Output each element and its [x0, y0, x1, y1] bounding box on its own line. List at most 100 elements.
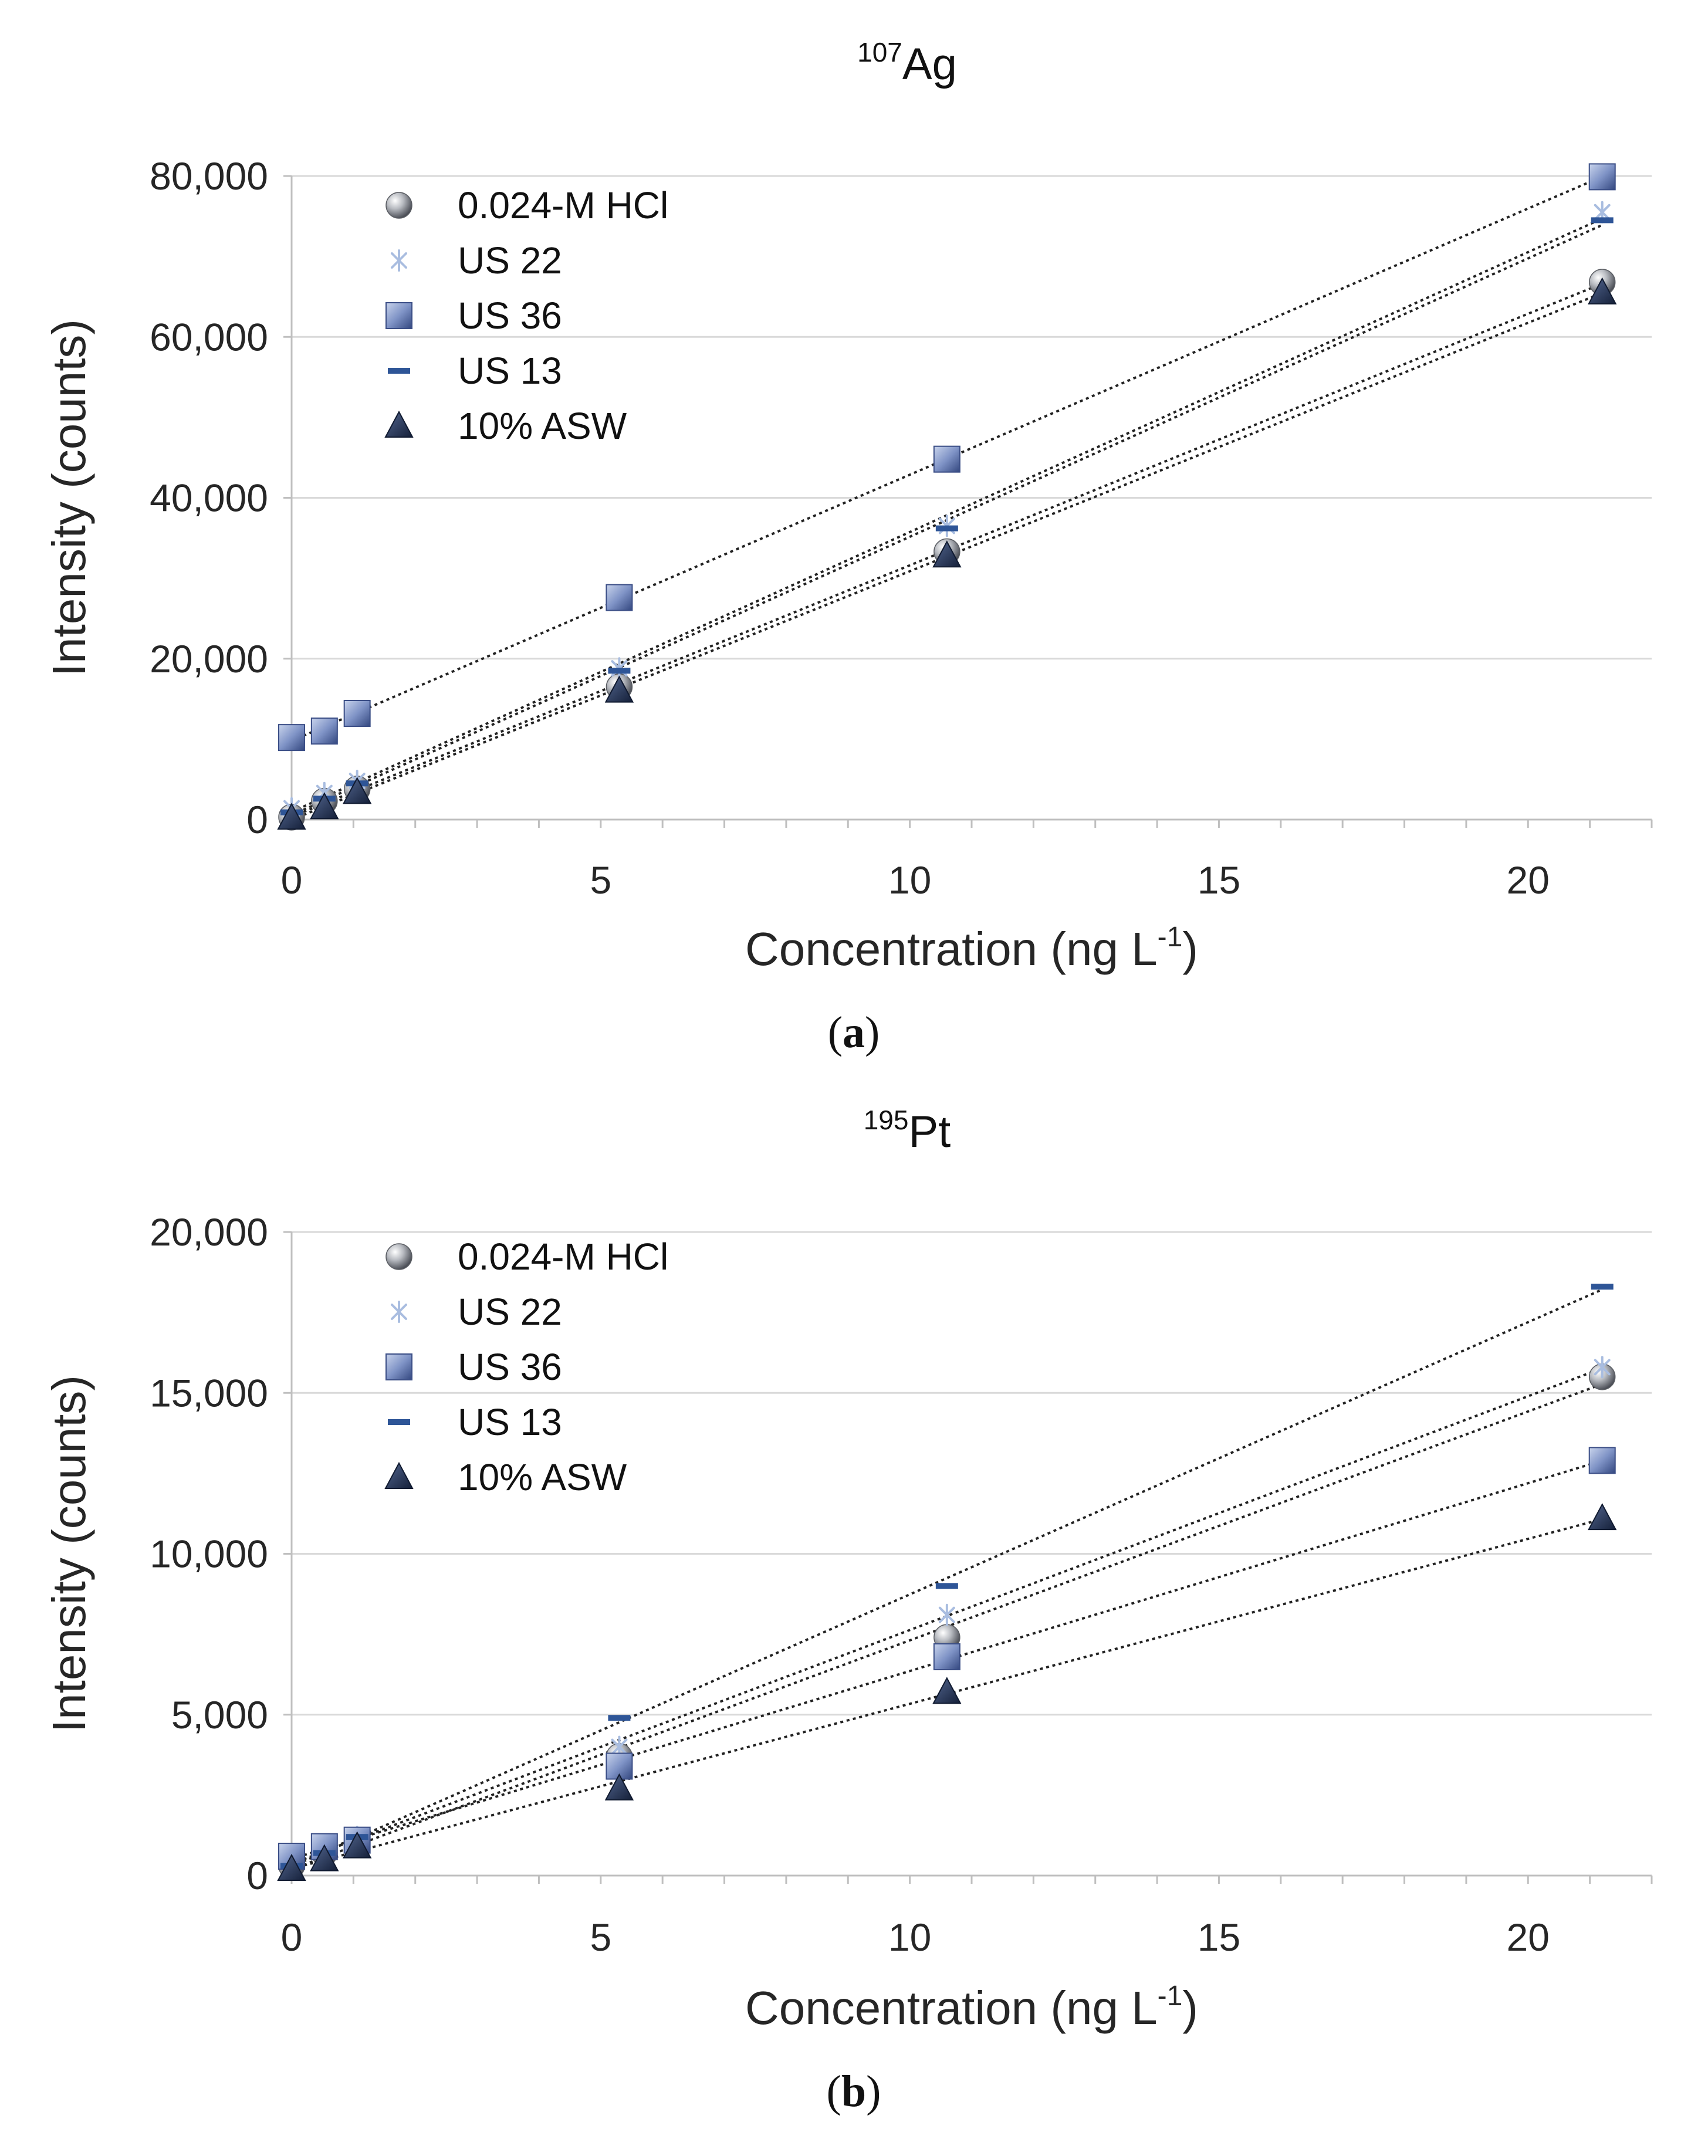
- legend-label: US 13: [458, 350, 562, 392]
- title-superscript: 195: [864, 1105, 909, 1135]
- data-point: [1588, 277, 1617, 304]
- caption-open: (: [827, 2067, 841, 2116]
- data-point: [1588, 1447, 1616, 1474]
- y-tick-label: 5,000: [171, 1693, 268, 1737]
- chart-ag: 107Ag 0 20,000 40,000 60,000 80,000 0 5 10 15 20 Co…: [43, 37, 1653, 1057]
- dash-marker: [388, 368, 410, 374]
- data-point: [1591, 217, 1614, 224]
- x-tick-label: 15: [1198, 858, 1240, 902]
- title-superscript: 107: [857, 37, 902, 67]
- caption-open: (: [828, 1008, 843, 1057]
- title-main: Ag: [902, 39, 957, 89]
- title-main: Pt: [908, 1107, 951, 1157]
- data-point: [310, 1844, 339, 1871]
- data-point: [278, 724, 305, 752]
- triangle-marker: [343, 1831, 372, 1859]
- data-point: [935, 525, 958, 532]
- data-point: [343, 699, 371, 727]
- triangle-marker: [604, 675, 634, 703]
- sphere-marker: [385, 192, 412, 219]
- x-tick-label: 20: [1507, 858, 1550, 902]
- data-point: [1594, 1356, 1611, 1379]
- x-tick-label: 20: [1507, 1915, 1550, 1959]
- x-tick-label: 5: [590, 858, 611, 902]
- y-tick-label: 20,000: [150, 637, 268, 681]
- triangle-marker: [604, 1773, 634, 1800]
- y-axis-title: Intensity (counts): [43, 1375, 95, 1732]
- data-point: [932, 540, 962, 568]
- trendline: [291, 1367, 1603, 1865]
- y-tick-label: 40,000: [150, 476, 268, 520]
- data-point: [938, 1603, 955, 1626]
- chart-title: 195Pt: [864, 1105, 951, 1157]
- triangle-marker: [277, 1853, 306, 1881]
- data-point: [608, 1715, 631, 1721]
- dash-marker: [935, 1583, 958, 1589]
- legend-label: 0.024-M HCl: [458, 1236, 668, 1278]
- x-tick-label: 0: [281, 1915, 303, 1959]
- series-points: [278, 1447, 1616, 1870]
- y-tick-label: 0: [246, 798, 268, 841]
- data-point: [604, 1773, 634, 1800]
- y-tick-label: 80,000: [150, 154, 268, 198]
- data-point: [932, 1677, 962, 1704]
- square-marker: [278, 724, 305, 752]
- asterisk-stroke: [611, 1738, 628, 1755]
- caption-letter: a: [843, 1008, 865, 1057]
- legend-label: US 13: [458, 1401, 562, 1443]
- legend-marker: [385, 1353, 412, 1380]
- legend-label: US 36: [458, 1346, 562, 1388]
- data-point: [343, 777, 372, 804]
- legend-marker: [388, 368, 410, 374]
- x-axis-title-main: Concentration (ng L: [745, 1982, 1158, 2034]
- square-marker: [385, 1353, 412, 1380]
- asterisk-stroke: [1594, 204, 1611, 221]
- legend-marker: [384, 1461, 414, 1489]
- x-tick-label: 5: [590, 1915, 611, 1959]
- x-tick-label: 0: [281, 858, 303, 902]
- triangle-marker: [384, 1461, 414, 1489]
- dash-marker: [608, 1715, 631, 1721]
- square-marker: [933, 1643, 960, 1671]
- triangle-marker: [277, 803, 306, 830]
- data-point: [604, 675, 634, 703]
- chart-title: 107Ag: [857, 37, 957, 89]
- legend: 0.024-M HCl US 22 US 36 US 13 10% ASW: [384, 184, 668, 447]
- x-axis-title-end: ): [1182, 923, 1198, 975]
- triangle-marker: [310, 1844, 339, 1871]
- x-axis-title: Concentration (ng L-1): [745, 1981, 1198, 2034]
- asterisk-stroke: [391, 1304, 407, 1320]
- series-points: [278, 163, 1616, 752]
- y-tick-label: 15,000: [150, 1371, 268, 1414]
- triangle-marker: [932, 1677, 962, 1704]
- square-marker: [606, 584, 633, 611]
- legend-label: 10% ASW: [458, 1456, 627, 1498]
- triangle-marker: [932, 540, 962, 568]
- asterisk-stroke: [1594, 1359, 1611, 1376]
- dash-marker: [1591, 1284, 1614, 1290]
- y-tick-label: 10,000: [150, 1532, 268, 1576]
- data-point: [933, 1643, 960, 1671]
- dash-marker: [1591, 217, 1614, 224]
- x-axis-title-end: ): [1182, 1982, 1198, 2034]
- series-points: [277, 1503, 1617, 1881]
- legend-label: 0.024-M HCl: [458, 184, 668, 226]
- legend-marker: [385, 1243, 412, 1270]
- data-point: [310, 792, 339, 820]
- square-marker: [385, 302, 412, 329]
- square-marker: [933, 445, 960, 473]
- x-tick-label: 15: [1198, 1915, 1240, 1959]
- caption-close: ): [865, 1008, 880, 1057]
- trendline: [291, 217, 1603, 813]
- legend-marker: [384, 410, 414, 438]
- trendline: [291, 175, 1603, 742]
- data-point: [1588, 1503, 1617, 1531]
- triangle-marker: [310, 792, 339, 820]
- legend-label: US 36: [458, 295, 562, 337]
- square-marker: [1588, 163, 1616, 191]
- data-point: [343, 1831, 372, 1859]
- square-marker: [343, 699, 371, 727]
- panel-caption: (b): [827, 2067, 881, 2116]
- x-axis-title-superscript: -1: [1158, 922, 1183, 953]
